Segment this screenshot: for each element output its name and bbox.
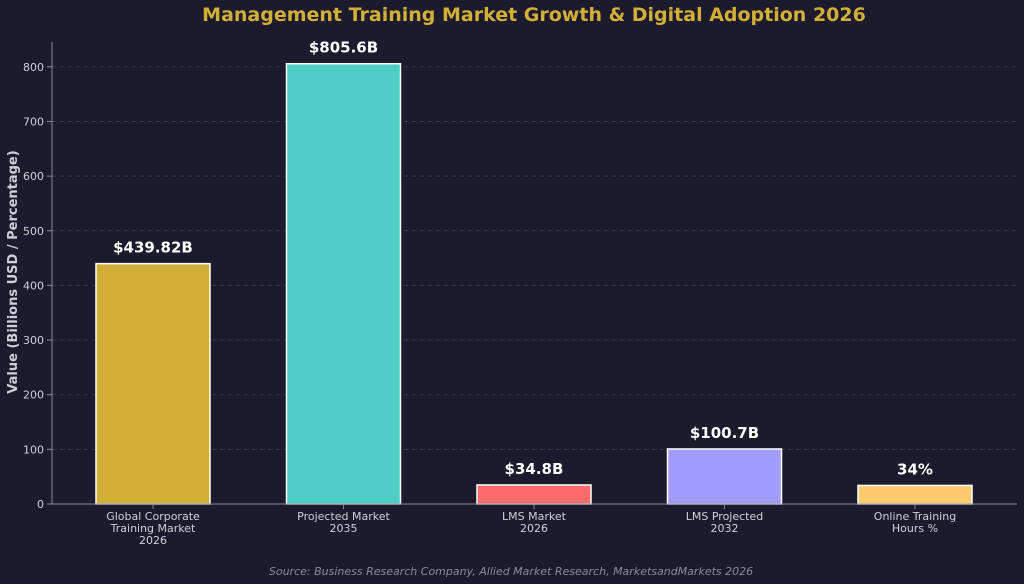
y-axis-label: Value (Billions USD / Percentage) xyxy=(6,150,21,393)
category-label: Hours % xyxy=(892,522,938,535)
bar xyxy=(476,484,592,505)
bar-data-label: 34% xyxy=(897,460,933,478)
y-tick-label: 100 xyxy=(23,443,44,456)
category-label: 2026 xyxy=(520,522,548,535)
category-label: 2035 xyxy=(330,522,358,535)
category-label: Global Corporate xyxy=(106,510,200,523)
bars xyxy=(95,62,973,505)
bar-data-label: $34.8B xyxy=(505,460,564,478)
y-tick-label: 800 xyxy=(23,61,44,74)
bar-data-label: $805.6B xyxy=(309,39,378,57)
bar-data-labels: $439.82B $805.6B $34.8B $100.7B 34% xyxy=(113,39,933,479)
category-label: Training Market xyxy=(110,522,196,535)
category-label: 2032 xyxy=(711,522,739,535)
bar xyxy=(285,62,402,505)
category-label: LMS Market xyxy=(502,510,567,523)
source-note: Source: Business Research Company, Allie… xyxy=(269,565,753,578)
y-tick-label: 700 xyxy=(23,115,44,128)
bar-data-label: $439.82B xyxy=(113,239,193,257)
y-tick-label: 500 xyxy=(23,225,44,238)
y-tick-label: 600 xyxy=(23,170,44,183)
bar-data-label: $100.7B xyxy=(690,424,759,442)
bar xyxy=(666,448,783,505)
y-tick-label: 300 xyxy=(23,334,44,347)
category-label: 2026 xyxy=(139,534,167,547)
bar xyxy=(95,262,211,505)
category-label: Online Training xyxy=(874,510,956,523)
y-tick-label: 400 xyxy=(23,279,44,292)
bar xyxy=(857,484,973,505)
category-label: Projected Market xyxy=(297,510,390,523)
category-label: LMS Projected xyxy=(686,510,763,523)
y-tick-label: 200 xyxy=(23,389,44,402)
chart-title: Management Training Market Growth & Digi… xyxy=(202,4,866,26)
y-axis-ticks: 0 100 200 300 400 500 600 700 800 xyxy=(23,61,52,511)
y-tick-label: 0 xyxy=(37,498,44,511)
grid-lines xyxy=(52,66,1017,450)
